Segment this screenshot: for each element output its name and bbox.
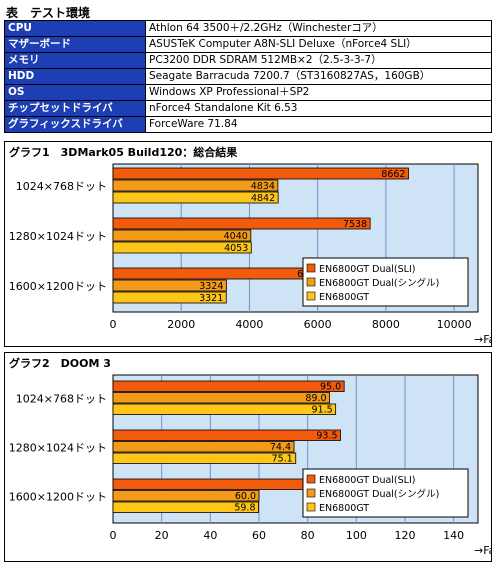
legend-entry: EN6800GT Dual(SLI) — [319, 475, 415, 486]
spec-row: CPU Athlon 64 3500＋/2.2GHz（Winchesterコア） — [4, 20, 492, 37]
x-tick-label: 10000 — [437, 318, 472, 331]
bar — [112, 229, 252, 242]
data-label: 89.0 — [305, 393, 326, 404]
x-tick-label: 80 — [301, 529, 315, 542]
spec-row: マザーボード ASUSTeK Computer A8N-SLI Deluxe（nF… — [4, 36, 492, 53]
x-axis-label: →Fast（fps） — [474, 544, 491, 557]
chart-title: グラフ2 DOOM 3 — [9, 357, 111, 370]
bar — [112, 291, 227, 304]
category-label: 1280×1024ドット — [9, 230, 107, 243]
spec-row: OS Windows XP Professional＋SP2 — [4, 84, 492, 101]
data-label: 3321 — [199, 293, 223, 304]
category-label: 1024×768ドット — [16, 180, 107, 193]
bar — [112, 403, 337, 415]
x-tick-label: 140 — [443, 529, 464, 542]
x-tick-label: 8000 — [372, 318, 400, 331]
legend-entry: EN6800GT Dual(SLI) — [319, 264, 415, 275]
x-tick-label: 60 — [252, 529, 266, 542]
bar — [112, 191, 279, 204]
data-label: 4053 — [224, 243, 248, 254]
spec-value: Windows XP Professional＋SP2 — [145, 84, 492, 101]
bar — [112, 478, 327, 490]
spec-key: メモリ — [4, 52, 146, 69]
legend — [302, 257, 469, 307]
spec-key: チップセットドライバ — [4, 100, 146, 117]
data-label: 59.8 — [234, 503, 255, 514]
bar — [112, 501, 259, 513]
legend-entry: EN6800GT Dual(シングル) — [319, 488, 439, 500]
spec-key: マザーボード — [4, 36, 146, 53]
data-label: 7538 — [343, 219, 367, 230]
bar — [112, 217, 371, 230]
test-environment-table: CPU Athlon 64 3500＋/2.2GHz（Winchesterコア）マ… — [4, 20, 492, 133]
legend — [302, 468, 469, 518]
spec-row: HDD Seagate Barracuda 7200.7（ST3160827AS，… — [4, 68, 492, 85]
spec-value: Athlon 64 3500＋/2.2GHz（Winchesterコア） — [145, 20, 492, 37]
spec-key: グラフィックスドライバ — [4, 116, 146, 133]
category-label: 1600×1200ドット — [9, 490, 107, 503]
legend-swatch — [306, 474, 316, 484]
x-tick-label: 40 — [203, 529, 217, 542]
data-label: 60.0 — [235, 491, 256, 502]
spec-value: nForce4 Standalone Kit 6.53 — [145, 100, 492, 117]
chart-doom3: 0 20 40 60 80 100 120 140 →Fast（fps） 1024×768ドット 9… — [9, 374, 491, 557]
legend-entry: EN6800GT — [319, 503, 369, 514]
chart-3dmark05: 0 2000 4000 6000 8000 10000→Fast 1024×768ドット 86… — [9, 163, 491, 346]
bar — [112, 452, 297, 464]
x-tick-label: 20 — [155, 529, 169, 542]
legend-swatch — [306, 502, 316, 512]
x-tick-label: 0 — [110, 529, 117, 542]
legend-entry: EN6800GT Dual(シングル) — [319, 277, 439, 289]
spec-row: メモリ PC3200 DDR SDRAM 512MB×2（2.5-3-3-7） — [4, 52, 492, 69]
legend-swatch — [306, 291, 316, 301]
data-label: 91.5 — [311, 405, 332, 416]
legend-swatch — [306, 488, 316, 498]
x-tick-label: 0 — [110, 318, 117, 331]
category-label: 1280×1024ドット — [9, 441, 107, 454]
x-tick-label: 4000 — [235, 318, 263, 331]
data-label: 74.4 — [270, 442, 291, 453]
page-title: 表 テスト環境 — [6, 6, 91, 20]
spec-row: チップセットドライバ nForce4 Standalone Kit 6.53 — [4, 100, 492, 117]
data-label: 8662 — [381, 169, 405, 180]
chart-title: グラフ1 3DMark05 Build120：総合結果 — [9, 146, 238, 159]
category-label: 1024×768ドット — [16, 392, 107, 405]
spec-key: CPU — [4, 20, 146, 37]
x-tick-label: 2000 — [167, 318, 195, 331]
x-axis-label: →Fast — [474, 333, 491, 346]
data-label: 4842 — [251, 193, 275, 204]
data-label: 4040 — [224, 231, 248, 242]
bar — [112, 429, 341, 441]
bar — [112, 380, 345, 392]
chart-doom3-panel: グラフ2 DOOM 3 0 20 40 60 80 100 120 140 →Fast（fps）… — [4, 352, 492, 562]
spec-row: グラフィックスドライバ ForceWare 71.84 — [4, 116, 492, 133]
bar — [112, 241, 252, 254]
spec-value: ASUSTeK Computer A8N-SLI Deluxe（nForce4 … — [145, 36, 492, 53]
chart-3dmark05-panel: グラフ1 3DMark05 Build120：総合結果 0 2000 4000 600… — [4, 141, 492, 347]
bar — [112, 392, 330, 404]
bar — [112, 279, 227, 292]
legend-entry: EN6800GT — [319, 292, 369, 303]
bar — [112, 267, 325, 280]
legend-swatch — [306, 263, 316, 273]
x-tick-label: 6000 — [304, 318, 332, 331]
bar — [112, 490, 260, 502]
bar — [112, 441, 295, 453]
spec-value: Seagate Barracuda 7200.7（ST3160827AS，160… — [145, 68, 492, 85]
spec-key: OS — [4, 84, 146, 101]
data-label: 4834 — [251, 181, 275, 192]
bar — [112, 179, 279, 192]
x-tick-label: 100 — [346, 529, 367, 542]
spec-value: ForceWare 71.84 — [145, 116, 492, 133]
data-label: 95.0 — [320, 382, 341, 393]
data-label: 93.5 — [316, 431, 337, 442]
category-label: 1600×1200ドット — [9, 280, 107, 293]
spec-value: PC3200 DDR SDRAM 512MB×2（2.5-3-3-7） — [145, 52, 492, 69]
data-label: 75.1 — [272, 454, 293, 465]
bar — [112, 167, 409, 180]
legend-swatch — [306, 277, 316, 287]
data-label: 3324 — [199, 281, 223, 292]
spec-key: HDD — [4, 68, 146, 85]
x-tick-label: 120 — [395, 529, 416, 542]
